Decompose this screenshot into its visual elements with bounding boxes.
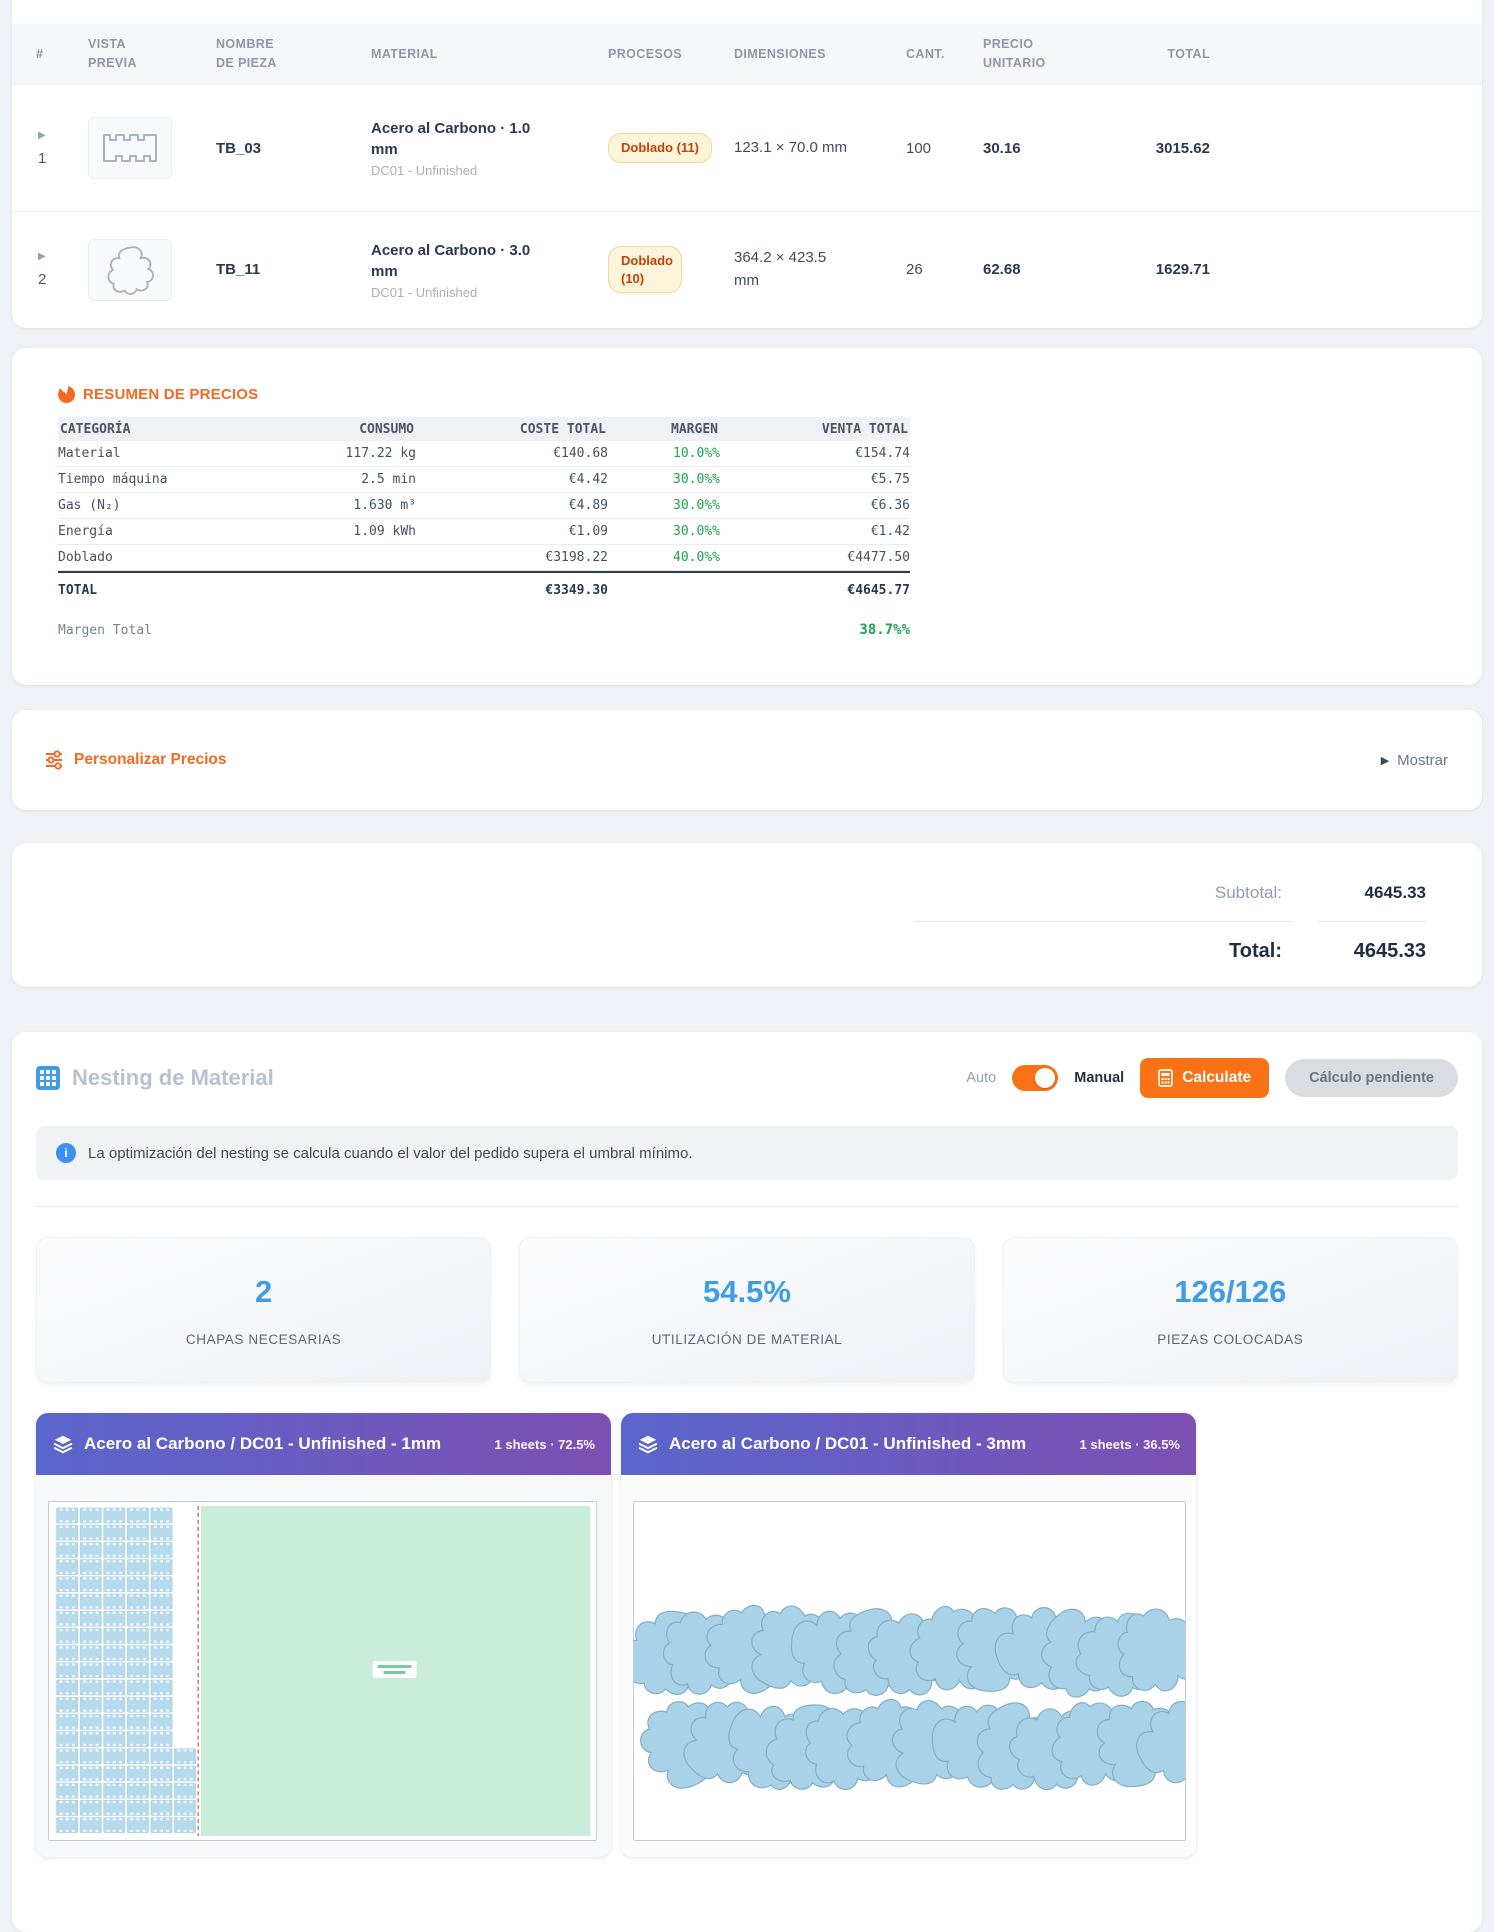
part-name: TB_03 xyxy=(216,139,262,157)
part-preview xyxy=(88,238,172,301)
col-preview: VISTA PREVIA xyxy=(88,37,137,70)
col-material: MATERIAL xyxy=(371,47,438,61)
remnant-label xyxy=(372,1661,417,1678)
col-total: TOTAL xyxy=(1167,47,1210,61)
col-unit-price: PRECIO UNITARIO xyxy=(983,37,1046,70)
stat-utilization: 54.5% UTILIZACIÓN DE MATERIAL xyxy=(519,1237,975,1383)
material-sub: DC01 - Unfinished xyxy=(371,163,478,178)
material-cell: Acero al Carbono · 1.0 mm DC01 - Unfinis… xyxy=(371,118,608,178)
row-index: ▶ 2 xyxy=(36,251,88,288)
table-row[interactable]: ▶ 1 TB_03 Acero al Carbono · 1.0 mm DC01… xyxy=(12,84,1482,211)
status-badge: Cálculo pendiente xyxy=(1285,1059,1458,1097)
price-summary-title: RESUMEN DE PRECIOS xyxy=(58,386,1436,403)
nesting-title: Nesting de Material xyxy=(36,1065,274,1091)
customize-prices-card: Personalizar Precios ▶ Mostrar xyxy=(12,710,1482,810)
subtotal-label: Subtotal: xyxy=(1214,883,1282,902)
col-num: # xyxy=(36,47,44,61)
grid-icon xyxy=(36,1066,60,1090)
auto-label: Auto xyxy=(966,1070,997,1086)
process-badge: Doblado (10) xyxy=(608,245,682,294)
row-index: ▶ 1 xyxy=(36,130,88,167)
total-value: 4645.33 xyxy=(1353,940,1426,962)
sheet-usage-badge: 1 sheets · 72.5% xyxy=(494,1436,595,1452)
nesting-card: Nesting de Material Auto Manual Calculat… xyxy=(12,1032,1482,1932)
layers-icon xyxy=(53,1435,73,1454)
subtotal-value: 4645.33 xyxy=(1364,883,1426,902)
sheet-usage-badge: 1 sheets · 36.5% xyxy=(1079,1436,1180,1452)
nesting-panel-3mm: Acero al Carbono / DC01 - Unfinished - 3… xyxy=(621,1413,1196,1857)
show-arrow-icon: ▶ xyxy=(1380,754,1390,767)
unit-price: 30.16 xyxy=(983,139,1021,157)
pie-chart-icon xyxy=(58,386,75,403)
material-cell: Acero al Carbono · 3.0 mm DC01 - Unfinis… xyxy=(371,240,608,300)
row-total: 3015.62 xyxy=(1155,139,1210,157)
calculate-button[interactable]: Calculate xyxy=(1140,1058,1270,1098)
show-button[interactable]: ▶ Mostrar xyxy=(1380,751,1448,769)
dimensions: 364.2 × 423.5 mm xyxy=(734,249,827,289)
col-dimensions: DIMENSIONES xyxy=(734,47,826,61)
expand-arrow-icon[interactable]: ▶ xyxy=(38,129,46,141)
summary-row: Tiempo máquina 2.5 min €4.42 30.0%% €5.75 xyxy=(58,467,910,493)
total-label: Total: xyxy=(1229,940,1282,962)
price-summary-table: CATEGORÍA CONSUMO COSTE TOTAL MARGEN VEN… xyxy=(58,417,910,638)
summary-row: Material 117.22 kg €140.68 10.0%% €154.74 xyxy=(58,441,910,467)
summary-row: Doblado €3198.22 40.0%% €4477.50 xyxy=(58,545,910,571)
col-qty: CANT. xyxy=(906,47,945,61)
auto-manual-toggle[interactable] xyxy=(1012,1065,1059,1091)
part-name: TB_11 xyxy=(216,261,261,278)
unit-price: 62.68 xyxy=(983,261,1021,278)
nesting-sheet-2 xyxy=(633,1501,1186,1841)
customize-prices-toggle[interactable]: Personalizar Precios xyxy=(44,750,227,770)
col-name: NOMBRE DE PIEZA xyxy=(216,37,277,70)
manual-label: Manual xyxy=(1074,1070,1125,1086)
col-processes: PROCESOS xyxy=(608,47,683,61)
process-badge: Doblado (11) xyxy=(608,133,713,163)
summary-total-row: TOTAL €3349.30 €4645.77 xyxy=(58,571,910,607)
quantity: 26 xyxy=(906,261,923,278)
part-preview xyxy=(88,117,172,179)
nesting-panel-header: Acero al Carbono / DC01 - Unfinished - 3… xyxy=(621,1413,1196,1475)
material-name: Acero al Carbono · 1.0 mm xyxy=(371,120,531,158)
totals-divider xyxy=(914,921,1426,922)
quantity: 100 xyxy=(906,139,932,157)
price-summary-card: RESUMEN DE PRECIOS CATEGORÍA CONSUMO COS… xyxy=(12,348,1482,685)
material-sub: DC01 - Unfinished xyxy=(371,284,478,300)
calculator-icon xyxy=(1158,1069,1174,1087)
summary-margin-row: Margen Total 38.7%% xyxy=(58,622,910,638)
stat-pieces: 126/126 PIEZAS COLOCADAS xyxy=(1002,1237,1458,1383)
parts-table-header: # VISTA PREVIA NOMBRE DE PIEZA MATERIAL … xyxy=(12,24,1482,84)
summary-row: Energía 1.09 kWh €1.09 30.0%% €1.42 xyxy=(58,519,910,545)
dimensions: 123.1 × 70.0 mm xyxy=(734,138,847,156)
totals-card: Subtotal: 4645.33 Total: 4645.33 xyxy=(12,843,1482,987)
material-name: Acero al Carbono · 3.0 mm xyxy=(371,241,531,280)
table-row[interactable]: ▶ 2 TB_11 Acero al Carbono · 3.0 mm DC01… xyxy=(12,211,1482,327)
summary-row: Gas (N₂) 1.630 m³ €4.89 30.0%% €6.36 xyxy=(58,493,910,519)
info-icon: i xyxy=(56,1143,76,1163)
layers-icon xyxy=(638,1435,658,1454)
summary-header: CATEGORÍA CONSUMO COSTE TOTAL MARGEN VEN… xyxy=(58,417,910,441)
stat-sheets: 2 CHAPAS NECESARIAS xyxy=(36,1237,492,1383)
sliders-icon xyxy=(46,750,62,770)
info-banner: i La optimización del nesting se calcula… xyxy=(36,1126,1458,1180)
nesting-sheet-1 xyxy=(48,1501,597,1841)
parts-table-card: # VISTA PREVIA NOMBRE DE PIEZA MATERIAL … xyxy=(12,0,1482,328)
nesting-panel-1mm: Acero al Carbono / DC01 - Unfinished - 1… xyxy=(36,1413,611,1857)
row-total: 1629.71 xyxy=(1155,261,1210,278)
nesting-panel-header: Acero al Carbono / DC01 - Unfinished - 1… xyxy=(36,1413,611,1475)
expand-arrow-icon[interactable]: ▶ xyxy=(38,251,46,262)
